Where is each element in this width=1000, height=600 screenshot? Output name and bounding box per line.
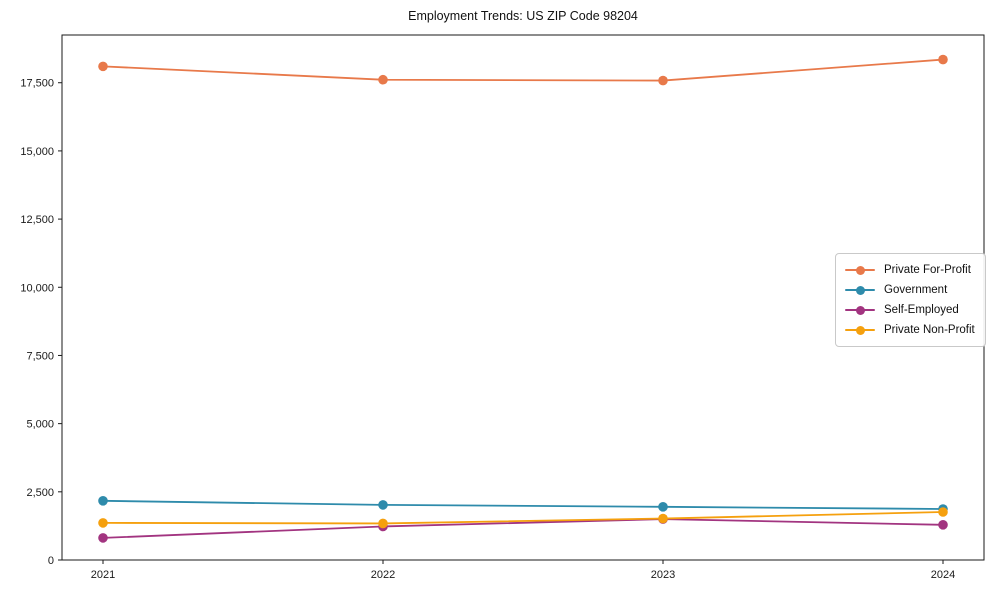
- legend-label: Self-Employed: [884, 304, 959, 316]
- legend-item-private-non-profit: Private Non-Profit: [845, 320, 975, 340]
- series-line-private-non-profit: [102, 511, 944, 525]
- legend-marker-icon: [845, 305, 875, 315]
- x-tick-label: 2022: [371, 569, 395, 581]
- y-tick-label: 17,500: [20, 78, 54, 90]
- series-line-self-employed: [102, 518, 944, 539]
- y-tick-label: 15,000: [20, 146, 54, 158]
- chart-title: Employment Trends: US ZIP Code 98204: [408, 9, 638, 23]
- data-point-private-non-profit: [378, 518, 388, 529]
- x-tick-label: 2023: [651, 569, 675, 581]
- y-tick-label: 12,500: [20, 214, 54, 226]
- data-point-private-for-profit: [658, 75, 668, 86]
- legend-item-self-employed: Self-Employed: [845, 300, 975, 320]
- y-tick-label: 5,000: [26, 419, 54, 431]
- legend-label: Private Non-Profit: [884, 324, 975, 336]
- data-point-self-employed: [938, 520, 948, 530]
- data-point-private-non-profit: [98, 518, 108, 528]
- legend: Private For-Profit Government Self-Employe…: [835, 253, 986, 347]
- data-point-self-employed: [98, 533, 108, 543]
- data-point-government: [658, 502, 668, 512]
- x-tick-label: 2021: [91, 569, 115, 581]
- legend-marker-icon: [845, 285, 875, 295]
- series-line-private-for-profit: [102, 58, 944, 82]
- data-point-private-for-profit: [98, 61, 108, 72]
- legend-marker-icon: [845, 265, 875, 275]
- legend-marker-icon: [845, 325, 875, 335]
- legend-item-government: Government: [845, 280, 975, 300]
- data-point-private-non-profit: [658, 513, 668, 524]
- data-point-government: [98, 496, 108, 506]
- data-point-private-for-profit: [938, 54, 948, 65]
- data-point-private-for-profit: [378, 74, 388, 85]
- y-tick-label: 10,000: [20, 282, 54, 294]
- y-tick-label: 2,500: [26, 487, 54, 499]
- legend-label: Government: [884, 284, 948, 296]
- data-point-private-non-profit: [938, 507, 948, 517]
- y-tick-label: 7,500: [26, 350, 54, 362]
- data-point-government: [378, 500, 388, 510]
- series-line-government: [102, 499, 944, 510]
- legend-item-private-for-profit: Private For-Profit: [845, 260, 975, 280]
- y-tick-label: 0: [48, 555, 54, 567]
- x-tick-label: 2024: [931, 569, 955, 581]
- legend-label: Private For-Profit: [884, 264, 971, 276]
